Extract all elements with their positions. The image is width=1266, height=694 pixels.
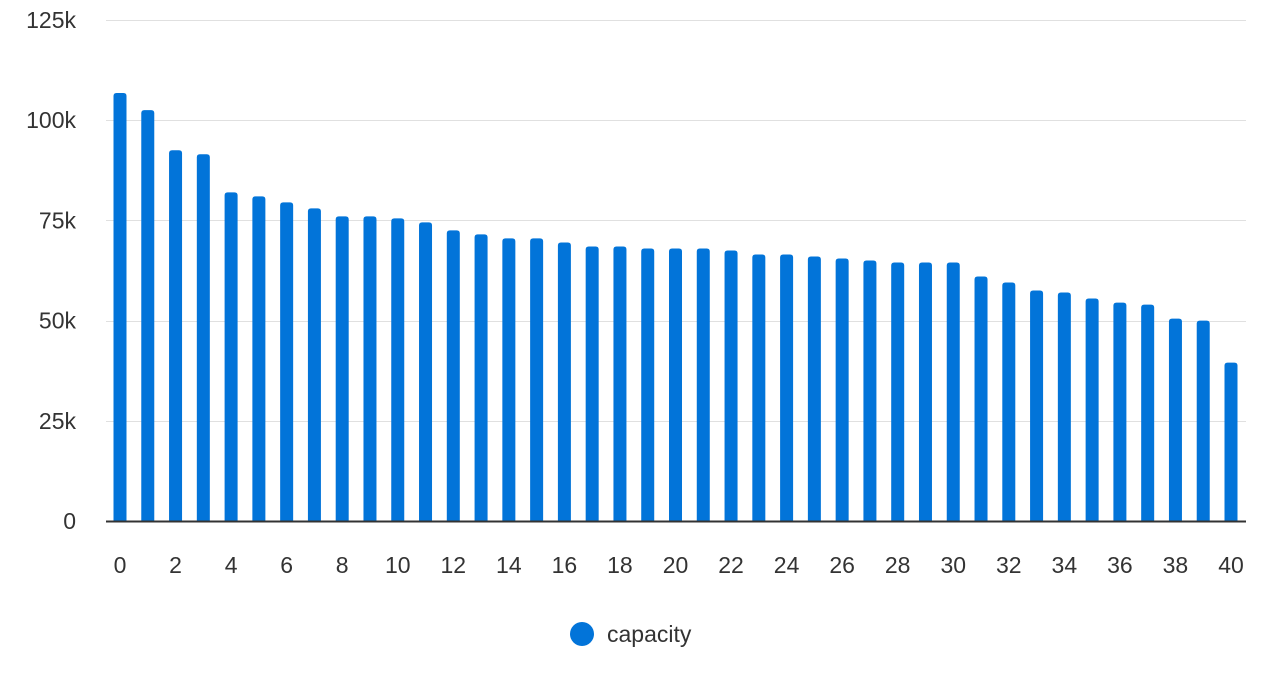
bar-capacity-24[interactable] <box>780 254 794 521</box>
x-tick-label: 0 <box>114 552 127 578</box>
x-tick-label: 28 <box>885 552 911 578</box>
x-tick-label: 40 <box>1218 552 1244 578</box>
bar-capacity-31[interactable] <box>974 276 988 521</box>
gridlines <box>106 20 1246 422</box>
x-tick-label: 2 <box>169 552 182 578</box>
legend-marker-capacity[interactable] <box>570 622 594 646</box>
bar-capacity-13[interactable] <box>474 234 488 522</box>
x-tick-label: 4 <box>225 552 238 578</box>
legend-label-capacity[interactable]: capacity <box>607 621 692 647</box>
bar-capacity-12[interactable] <box>446 230 460 522</box>
bar-capacity-23[interactable] <box>752 254 766 521</box>
bar-capacity-32[interactable] <box>1002 282 1016 521</box>
legend[interactable]: capacity <box>570 621 692 647</box>
bar-capacity-0[interactable] <box>113 92 127 521</box>
bar-capacity-7[interactable] <box>307 208 321 521</box>
bar-capacity-30[interactable] <box>946 262 960 521</box>
x-tick-label: 14 <box>496 552 522 578</box>
bar-capacity-15[interactable] <box>530 238 544 521</box>
bar-capacity-29[interactable] <box>918 262 932 521</box>
bar-capacity-8[interactable] <box>335 216 349 521</box>
x-tick-label: 18 <box>607 552 633 578</box>
bar-capacity-40[interactable] <box>1224 362 1238 521</box>
bars <box>113 92 1238 522</box>
bar-capacity-25[interactable] <box>807 256 821 521</box>
bar-capacity-36[interactable] <box>1113 302 1127 521</box>
bar-capacity-1[interactable] <box>141 110 155 522</box>
x-tick-label: 20 <box>663 552 689 578</box>
bar-capacity-18[interactable] <box>613 246 627 521</box>
y-axis-tick-labels: 0 25k 50k 75k 100k 125k <box>26 7 76 534</box>
y-tick-label: 0 <box>63 508 76 534</box>
bar-capacity-2[interactable] <box>169 150 183 521</box>
y-tick-label: 25k <box>39 408 77 434</box>
x-tick-label: 32 <box>996 552 1022 578</box>
bar-capacity-9[interactable] <box>363 216 377 521</box>
y-tick-label: 75k <box>39 207 77 233</box>
bar-capacity-37[interactable] <box>1141 304 1155 521</box>
x-tick-label: 30 <box>940 552 966 578</box>
bar-capacity-39[interactable] <box>1196 320 1210 521</box>
x-tick-label: 6 <box>280 552 293 578</box>
bar-capacity-33[interactable] <box>1030 290 1044 521</box>
bar-capacity-38[interactable] <box>1168 318 1182 521</box>
bar-capacity-28[interactable] <box>891 262 905 521</box>
bar-capacity-19[interactable] <box>641 248 655 521</box>
x-tick-label: 36 <box>1107 552 1133 578</box>
x-tick-label: 12 <box>441 552 467 578</box>
bar-capacity-26[interactable] <box>835 258 849 521</box>
x-axis-tick-labels: 0 2 4 6 8 10 12 14 16 18 20 22 24 26 28 30 32 34 36 38 40 <box>114 552 1244 578</box>
bar-capacity-6[interactable] <box>280 202 294 521</box>
x-tick-label: 34 <box>1052 552 1078 578</box>
bar-capacity-21[interactable] <box>696 248 710 521</box>
bar-capacity-34[interactable] <box>1057 292 1071 521</box>
y-tick-label: 50k <box>39 308 77 334</box>
bar-capacity-16[interactable] <box>557 242 571 521</box>
x-tick-label: 10 <box>385 552 411 578</box>
bar-capacity-10[interactable] <box>391 218 405 521</box>
bar-capacity-14[interactable] <box>502 238 516 521</box>
bar-capacity-20[interactable] <box>669 248 682 521</box>
x-tick-label: 38 <box>1163 552 1189 578</box>
bar-capacity-35[interactable] <box>1085 298 1099 521</box>
bar-capacity-22[interactable] <box>724 250 738 521</box>
bar-capacity-27[interactable] <box>863 260 877 521</box>
x-tick-label: 8 <box>336 552 349 578</box>
bar-capacity-3[interactable] <box>196 154 210 521</box>
bar-capacity-4[interactable] <box>224 192 238 521</box>
x-tick-label: 26 <box>829 552 855 578</box>
y-tick-label: 125k <box>26 7 76 33</box>
x-tick-label: 22 <box>718 552 744 578</box>
bar-capacity-17[interactable] <box>585 246 599 521</box>
x-tick-label: 24 <box>774 552 800 578</box>
x-tick-label: 16 <box>552 552 578 578</box>
y-tick-label: 100k <box>26 107 76 133</box>
bar-capacity-11[interactable] <box>419 222 433 522</box>
bar-capacity-5[interactable] <box>252 196 266 522</box>
